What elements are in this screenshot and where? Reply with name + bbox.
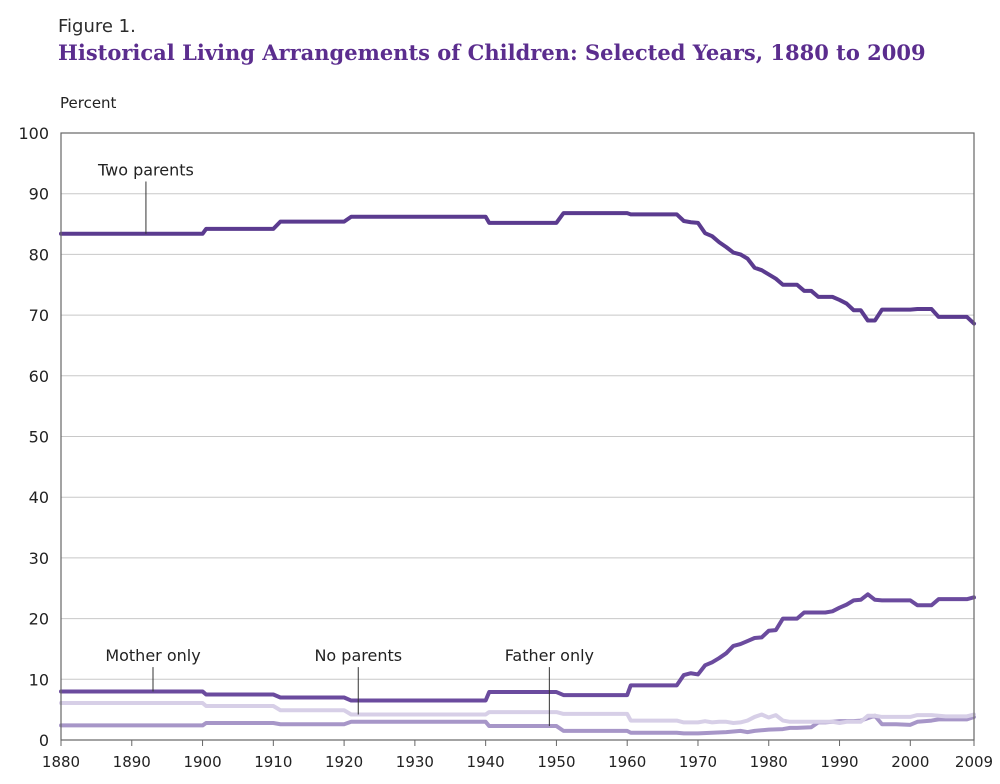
y-tick-label: 100 (18, 124, 49, 143)
x-tick-label: 1960 (608, 753, 646, 771)
x-tick-label: 2000 (891, 753, 929, 771)
annotation-label: Mother only (105, 646, 200, 665)
y-tick-label: 60 (29, 367, 49, 386)
series-line-mother-only (59, 592, 976, 703)
y-axis-label: Percent (60, 94, 117, 112)
series-line-no-parents (59, 700, 976, 725)
gridlines (61, 193, 974, 680)
annotation-label: Two parents (97, 160, 194, 179)
y-tick-label: 0 (39, 731, 49, 750)
x-tick-label: 1880 (42, 753, 80, 771)
x-tick-label: 1980 (750, 753, 788, 771)
y-tick-label: 80 (29, 245, 49, 264)
y-tick-label: 40 (29, 488, 49, 507)
series-annotations: Two parents Mother only No parents Father o… (97, 160, 594, 727)
x-tick-label: 1990 (820, 753, 858, 771)
x-tick-label: 1970 (679, 753, 717, 771)
series-lines (59, 211, 976, 736)
figure-label: Figure 1. (58, 16, 136, 37)
y-tick-label: 20 (29, 610, 49, 629)
annotation-label: No parents (314, 646, 402, 665)
axis-ticks: 0 10 20 30 40 50 60 70 80 90 100 1880 1890 1900 1910 19… (18, 124, 993, 771)
series-line-father-only (59, 713, 976, 736)
plot-frame (60, 132, 975, 741)
x-tick-label: 1940 (467, 753, 505, 771)
y-tick-label: 50 (29, 428, 49, 447)
x-tick-label: 1930 (396, 753, 434, 771)
x-tick-label: 1890 (113, 753, 151, 771)
x-tick-label: 1920 (325, 753, 363, 771)
x-tick-label: 1910 (254, 753, 292, 771)
y-tick-label: 90 (29, 185, 49, 204)
y-tick-label: 10 (29, 670, 49, 689)
y-tick-label: 70 (29, 306, 49, 325)
annotation-label: Father only (505, 646, 594, 665)
x-tick-label: 1950 (537, 753, 575, 771)
x-tick-label: 1900 (183, 753, 221, 771)
x-tick-label: 2009 (955, 753, 993, 771)
y-tick-label: 30 (29, 549, 49, 568)
series-line-two-parents (59, 211, 976, 326)
chart-title: Historical Living Arrangements of Childr… (58, 40, 926, 65)
